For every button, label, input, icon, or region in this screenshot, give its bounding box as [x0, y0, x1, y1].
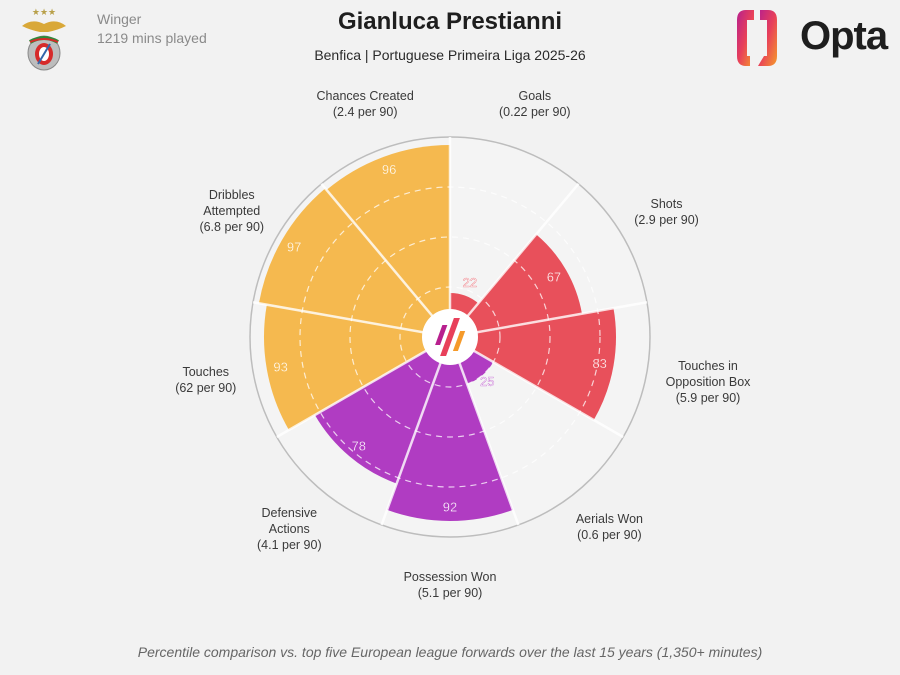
category-name: Touches — [182, 365, 230, 380]
slice-1 — [450, 234, 582, 337]
value-label: 25 — [480, 374, 494, 389]
category-label: Touches in Opposition Box (5.9 per 90) — [658, 358, 758, 406]
slice-divider — [449, 301, 648, 339]
value-label: 96 — [382, 162, 396, 177]
category-name: Defensive Actions — [261, 505, 318, 536]
value-label: 93 — [273, 359, 287, 374]
category-label: Aerials Won (0.6 per 90) — [559, 511, 659, 543]
footer-note: Percentile comparison vs. top five Europ… — [137, 644, 763, 660]
logo-bar — [452, 331, 466, 351]
category-label: Defensive Actions (4.1 per 90) — [249, 505, 329, 553]
value-label: 67 — [547, 270, 561, 285]
category-per90: (5.9 per 90) — [675, 391, 741, 406]
category-name: Chances Created — [316, 88, 414, 103]
value-label: 78 — [351, 438, 365, 453]
category-label: Shots (2.9 per 90) — [617, 196, 717, 228]
category-per90: (2.4 per 90) — [332, 104, 398, 119]
opta-wordmark: Opta — [800, 14, 888, 58]
category-name: Touches in Opposition Box — [665, 359, 751, 390]
slice-divider — [320, 182, 451, 338]
category-per90: (0.22 per 90) — [499, 104, 571, 119]
slice-8 — [326, 145, 450, 337]
slice-divider — [276, 335, 451, 439]
opta-center-logo-icon — [435, 318, 466, 356]
benfica-crest-icon: ★★★ — [22, 8, 66, 71]
category-label: Chances Created (2.4 per 90) — [300, 88, 430, 120]
category-per90: (0.6 per 90) — [577, 527, 642, 542]
category-per90: (62 per 90) — [175, 381, 237, 396]
slice-divider — [380, 336, 452, 526]
slice-4 — [387, 337, 513, 521]
page-title: Gianluca Prestianni — [337, 8, 563, 35]
category-name: Shots — [650, 197, 683, 211]
category-name: Goals — [518, 88, 552, 103]
slice-2 — [450, 308, 616, 420]
logo-bar — [435, 325, 448, 345]
category-per90: (4.1 per 90) — [256, 537, 322, 552]
category-label: Goals (0.22 per 90) — [480, 88, 590, 120]
category-label: Dribbles Attempted (6.8 per 90) — [192, 187, 272, 235]
slice-7 — [258, 188, 450, 337]
slice-divider — [449, 335, 624, 439]
category-name: Possession Won — [403, 570, 497, 584]
category-per90: (2.9 per 90) — [634, 213, 699, 227]
category-per90: (5.1 per 90) — [417, 586, 483, 600]
value-label: 97 — [287, 240, 301, 255]
value-label: 92 — [443, 500, 457, 515]
slice-divider — [448, 336, 520, 526]
category-label: Touches (62 per 90) — [156, 364, 256, 396]
grid-ring-1 — [349, 236, 551, 438]
page-subtitle: Benfica | Portuguese Primeira Liga 2025-… — [314, 47, 586, 63]
opta-logo-icon — [737, 10, 777, 66]
player-position: Winger — [97, 11, 142, 27]
player-meta: Winger 1219 mins played — [97, 10, 207, 48]
player-minutes: 1219 mins played — [97, 30, 207, 46]
category-name: Aerials Won — [575, 511, 643, 526]
category-per90: (6.8 per 90) — [199, 220, 265, 234]
svg-text:★★★: ★★★ — [32, 8, 56, 18]
slice-6 — [264, 304, 450, 430]
slice-divider — [449, 182, 580, 338]
slice-divider — [252, 301, 451, 339]
logo-bar — [440, 318, 460, 356]
category-label: Possession Won (5.1 per 90) — [395, 569, 505, 601]
value-label: 83 — [592, 356, 606, 371]
value-label: 22 — [463, 275, 477, 290]
category-name: Dribbles Attempted — [203, 188, 261, 218]
